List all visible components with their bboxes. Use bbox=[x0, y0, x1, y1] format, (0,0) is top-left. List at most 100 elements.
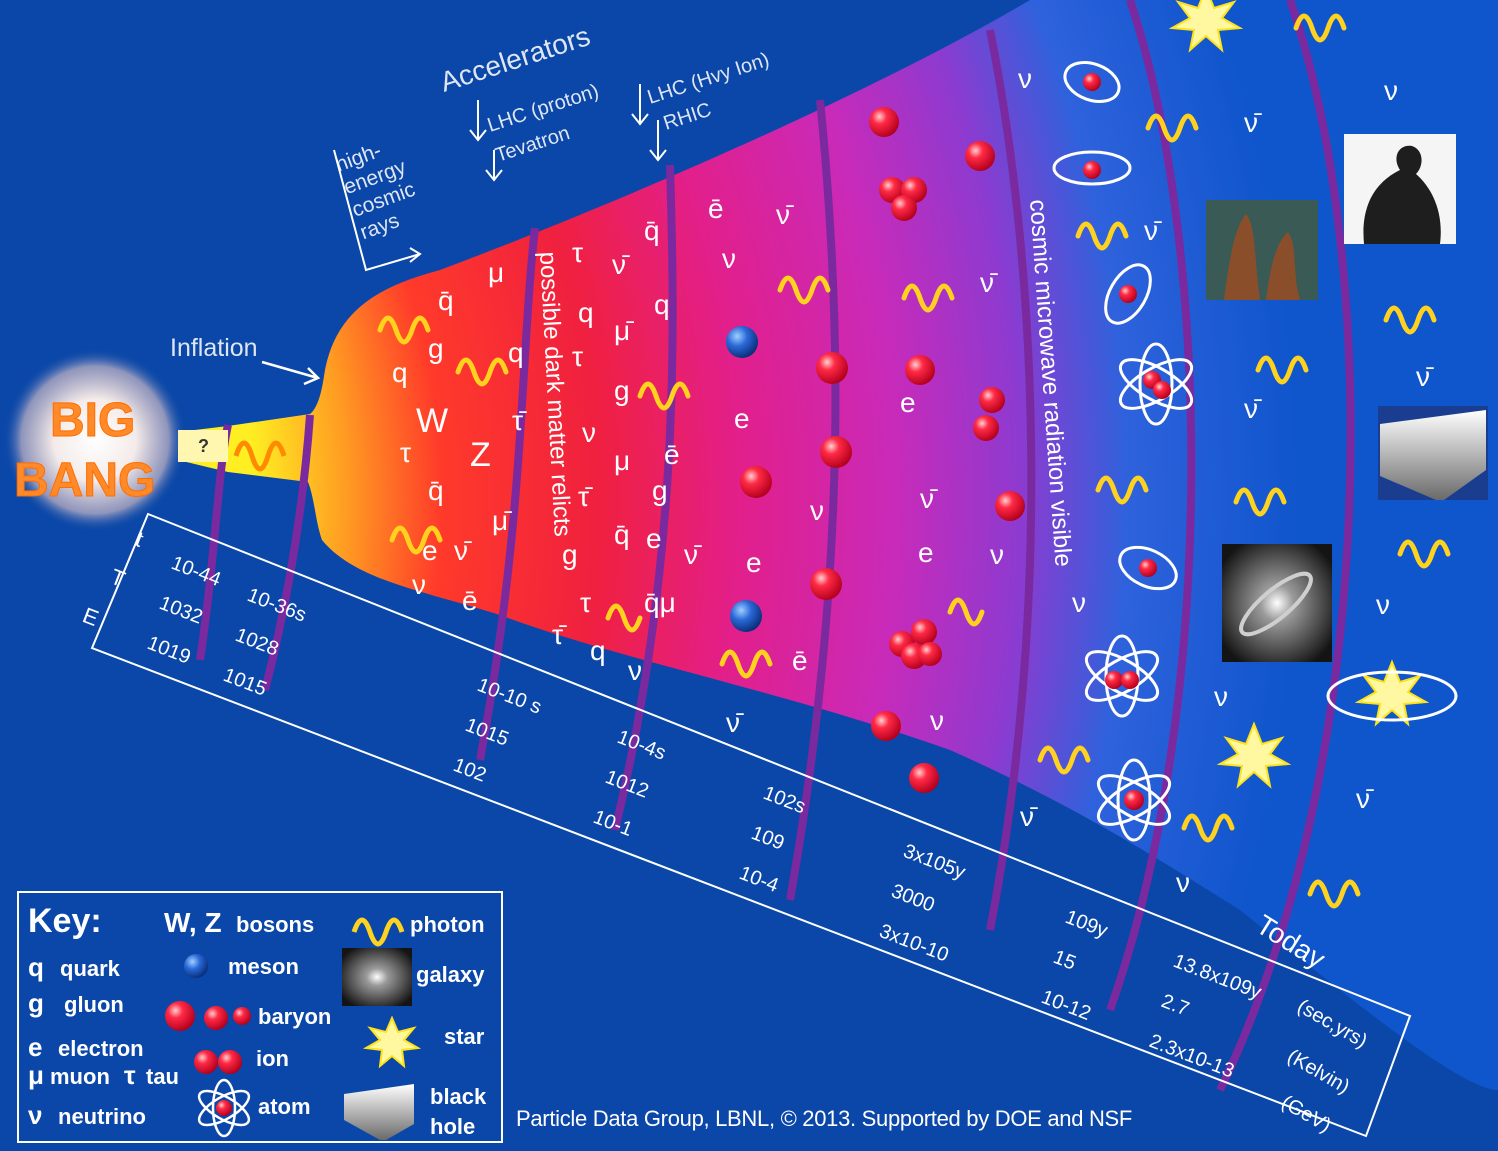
tick-t-3: 10-4s bbox=[614, 726, 669, 764]
svg-text:q̄: q̄ bbox=[438, 285, 454, 316]
key-tau-symbol: τ bbox=[124, 1060, 136, 1090]
key-photon-icon bbox=[351, 917, 405, 947]
star-orbit bbox=[1326, 670, 1458, 722]
svg-text:g: g bbox=[562, 539, 578, 570]
svg-text:W: W bbox=[416, 402, 448, 440]
key-quark-label: quark bbox=[60, 956, 121, 981]
key-baryon-icon bbox=[165, 1001, 195, 1031]
svg-text:ē: ē bbox=[462, 585, 478, 616]
svg-text:ν: ν bbox=[582, 417, 596, 448]
row-label-time: t bbox=[132, 526, 147, 552]
tick-t-5: 3x105y bbox=[900, 840, 968, 884]
svg-text:ν̄: ν̄ bbox=[684, 539, 702, 570]
unknown-era bbox=[178, 430, 228, 462]
svg-text:ν̄: ν̄ bbox=[612, 249, 630, 280]
svg-text:ν: ν bbox=[1384, 75, 1398, 106]
svg-text:ν̄: ν̄ bbox=[920, 483, 938, 514]
row-label-energy: E bbox=[79, 602, 102, 631]
key-neutrino-symbol: ν bbox=[28, 1100, 42, 1130]
photon-icons bbox=[377, 13, 1451, 909]
key-electron-symbol: e bbox=[28, 1032, 42, 1062]
inflation-arrow bbox=[261, 360, 321, 386]
svg-text:τ: τ bbox=[580, 587, 591, 618]
row-label-temperature: T bbox=[107, 564, 129, 592]
key-atom-label: atom bbox=[258, 1094, 311, 1119]
key-black-hole-label-line1: black bbox=[430, 1084, 487, 1109]
thinker-image bbox=[1344, 134, 1456, 244]
tick-T-4: 109 bbox=[748, 822, 787, 854]
key-atom-icon bbox=[197, 1078, 251, 1138]
key-gluon-symbol: g bbox=[28, 988, 44, 1018]
meson-icons bbox=[726, 326, 762, 632]
tick-T-5: 3000 bbox=[888, 880, 937, 916]
svg-text:ν: ν bbox=[1214, 681, 1228, 712]
key-bosons-label: bosons bbox=[236, 912, 314, 937]
svg-text:ν: ν bbox=[1072, 587, 1086, 618]
key-ion-label: ion bbox=[256, 1046, 289, 1071]
tick-T-6: 15 bbox=[1050, 946, 1079, 975]
nucleus-icons bbox=[879, 177, 1005, 669]
svg-text:e: e bbox=[734, 403, 750, 434]
timeline-units: (sec,yrs) (Kelvin) (GeV) bbox=[1278, 995, 1371, 1137]
svg-text:ν̄: ν̄ bbox=[1020, 801, 1038, 832]
tick-E-0: 1019 bbox=[144, 632, 193, 668]
unknown-era-marker: ? bbox=[198, 436, 209, 456]
svg-text:ν̄: ν̄ bbox=[1244, 107, 1262, 138]
timeline-band bbox=[90, 512, 1412, 1138]
svg-text:ν: ν bbox=[1018, 63, 1032, 94]
key-neutrino-label: neutrino bbox=[58, 1104, 146, 1129]
unit-energy: (GeV) bbox=[1278, 1091, 1335, 1137]
key-ion-icon bbox=[194, 1050, 218, 1074]
svg-text:ν̄: ν̄ bbox=[776, 199, 794, 230]
tick-E-4: 10-4 bbox=[736, 862, 781, 897]
key-star-label: star bbox=[444, 1024, 485, 1049]
cosmic-rays-label: high- energy cosmic rays bbox=[333, 139, 419, 244]
universe-cone bbox=[178, 0, 1498, 1090]
svg-text:μ: μ bbox=[614, 445, 630, 476]
key-title: Key: bbox=[28, 902, 102, 940]
key-photon-label: photon bbox=[410, 912, 485, 937]
key-bosons-symbol: W, Z bbox=[164, 907, 222, 938]
big-bang-line2: BANG bbox=[14, 454, 155, 507]
tick-E-5: 3x10-10 bbox=[876, 920, 951, 966]
key-baryon-icon-3 bbox=[233, 1007, 251, 1025]
galaxy-image bbox=[1222, 544, 1332, 662]
tick-T-1: 1028 bbox=[232, 624, 281, 660]
tick-T-3: 1012 bbox=[602, 766, 651, 802]
key-baryon-icon-2 bbox=[204, 1006, 228, 1030]
svg-text:ν: ν bbox=[1176, 867, 1190, 898]
tick-t-1: 10-36s bbox=[244, 584, 309, 626]
svg-text:ē: ē bbox=[708, 193, 724, 224]
svg-text:μ̄: μ̄ bbox=[492, 505, 512, 536]
rhic-label: RHIC bbox=[661, 99, 714, 135]
svg-text:ē: ē bbox=[664, 439, 680, 470]
svg-text:ν: ν bbox=[722, 243, 736, 274]
star-icons bbox=[1168, 0, 1430, 789]
svg-text:q̄: q̄ bbox=[428, 475, 444, 506]
accelerators-label: Accelerators bbox=[436, 20, 594, 98]
particle-symbols: q̄μg q qWZ τq̄τ̄μ̄ e ν̄νē τ ν̄q̄q μ̄qτg νμ ē… bbox=[392, 63, 1434, 898]
svg-text:ν̄: ν̄ bbox=[726, 707, 744, 738]
tick-E-6: 10-12 bbox=[1038, 986, 1094, 1025]
svg-text:ν̄: ν̄ bbox=[1416, 361, 1434, 392]
key-black-hole-icon bbox=[344, 1084, 414, 1140]
svg-text:q̄μ: q̄μ bbox=[644, 587, 676, 618]
key-star-icon bbox=[362, 1015, 422, 1069]
key-meson-label: meson bbox=[228, 954, 299, 979]
key-meson-icon bbox=[184, 954, 208, 978]
tick-E-3: 10-1 bbox=[590, 806, 635, 841]
svg-text:ν: ν bbox=[412, 569, 426, 600]
key-panel: Key: q quark g gluon e electron μ muon τ… bbox=[17, 891, 503, 1143]
svg-text:g: g bbox=[652, 475, 668, 506]
key-tau-label: tau bbox=[146, 1064, 179, 1089]
svg-text:e: e bbox=[746, 547, 762, 578]
credit-line: Particle Data Group, LBNL, © 2013. Suppo… bbox=[516, 1106, 1133, 1131]
svg-text:q: q bbox=[392, 357, 408, 388]
inflation-label: Inflation bbox=[170, 334, 258, 362]
tick-t-4: 102s bbox=[760, 782, 808, 818]
svg-text:e: e bbox=[900, 387, 916, 418]
lhc-proton-arrow bbox=[469, 100, 503, 182]
svg-text:ν: ν bbox=[930, 705, 944, 736]
lhc-proton-label: LHC (proton) bbox=[485, 80, 602, 137]
